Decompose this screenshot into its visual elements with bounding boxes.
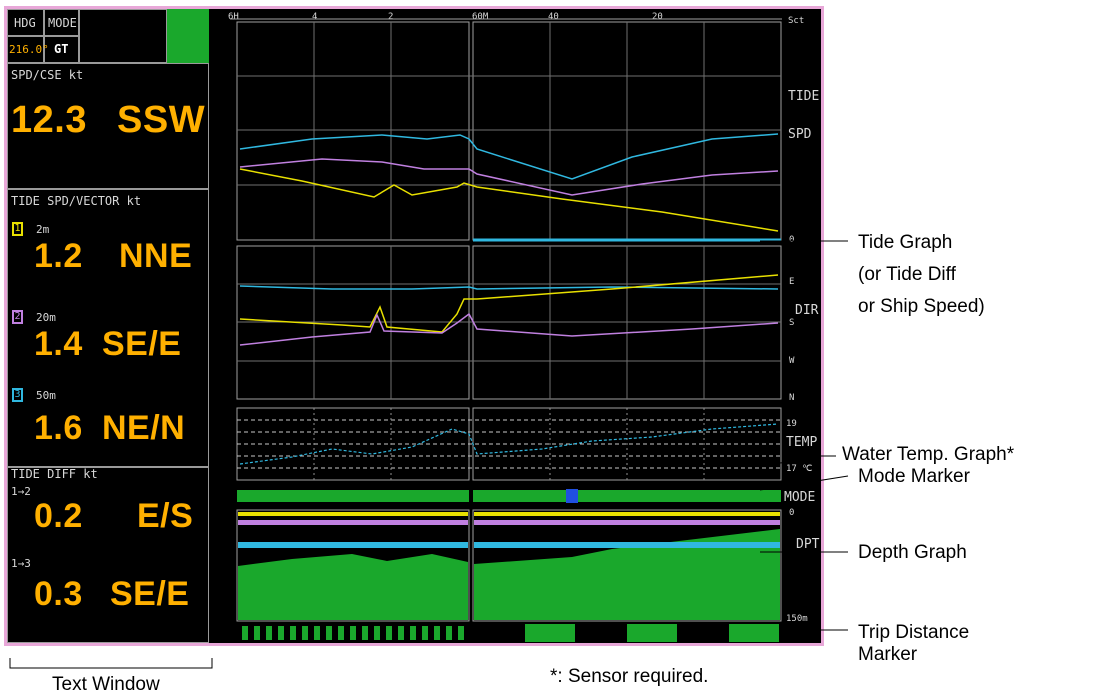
tide-direction-line-2 — [239, 312, 779, 346]
mode-cell — [44, 9, 79, 36]
depth-graph-fill-left — [238, 554, 468, 620]
layer-2-depth: 20m — [36, 311, 56, 324]
dir-s-label: S — [789, 318, 795, 328]
graph-area: 6H 4 2 60M 40 20 Sct — [212, 9, 821, 643]
tide-diff-label: TIDE DIFF kt — [11, 467, 98, 481]
diff-1-2-label: 1→2 — [11, 485, 31, 498]
mode-marker-bar — [237, 489, 781, 503]
dir-axis-label: DIR — [795, 303, 819, 318]
water-temp-callout: Water Temp. Graph* — [842, 444, 1015, 465]
layer-2-badge: 2 — [12, 310, 23, 324]
layer-1-depth: 2m — [36, 223, 50, 236]
mode-value: GT — [54, 42, 69, 56]
layer-3-direction: NE/N — [102, 409, 186, 447]
ship-speed-value: 12.3 — [11, 99, 87, 141]
top-tick-60m: 60M — [472, 12, 489, 22]
text-window-bracket — [9, 658, 213, 669]
tide-direction-panel — [236, 245, 782, 400]
mode-value-cell — [44, 36, 79, 63]
tide-label: TIDE SPD/VECTOR kt — [11, 194, 142, 208]
ship-course-value: SSW — [117, 99, 206, 141]
tide-speed-panel — [236, 21, 782, 242]
graph-svg — [230, 18, 782, 642]
diff-1-3-direction: SE/E — [110, 575, 190, 613]
layer-2-speed: 1.4 — [34, 325, 83, 363]
depth-graph-fill-right — [474, 529, 780, 620]
mode-axis-label: MODE — [784, 490, 816, 505]
tide-graph-callout-line-1: Tide Graph — [858, 232, 953, 253]
mode-marker-indicator — [566, 489, 578, 503]
trip-distance-callout-line-1: Trip Distance — [858, 622, 970, 643]
depth-panel — [236, 509, 782, 622]
diff-1-2-direction: E/S — [137, 497, 194, 535]
dpt-axis-label: DPT — [796, 537, 820, 552]
layer-2-direction: SE/E — [102, 325, 182, 363]
water-temp-panel — [236, 407, 782, 481]
depth-graph-callout: Depth Graph — [858, 542, 967, 563]
depth-layer-3-band — [238, 542, 468, 548]
layer-3-speed: 1.6 — [34, 409, 83, 447]
tide-direction-line-3 — [239, 285, 779, 290]
trip-distance-callout-line-2: Marker — [858, 644, 918, 665]
diff-1-2-speed: 0.2 — [34, 497, 83, 535]
hdg-value-cell — [7, 36, 44, 63]
trip-distance-marker — [242, 624, 779, 642]
top-tick-20: 20 — [652, 12, 663, 22]
depth-layer-2-band — [238, 520, 468, 525]
spd-cse-box — [7, 63, 209, 189]
layer-1-badge: 1 — [12, 222, 23, 236]
hdg-label: HDG — [14, 16, 36, 30]
top-tick-sct: Sct — [788, 16, 805, 26]
top-tick-2: 2 — [388, 12, 394, 22]
spd-zero-label: 0 — [789, 235, 795, 245]
dir-n-label: N — [789, 393, 795, 403]
tide-box — [7, 189, 209, 467]
tide-graph-callout: Tide Graph (or Tide Diff or Ship Speed) — [858, 232, 985, 318]
mode-label: MODE — [48, 16, 77, 30]
tide-graph-callout-line-2: (or Tide Diff — [858, 264, 956, 285]
diff-1-3-label: 1→3 — [11, 557, 31, 570]
tide-axis-label: TIDE — [788, 89, 820, 104]
tide-speed-line-3 — [239, 133, 779, 180]
footnote: *: Sensor required. — [550, 666, 709, 687]
diff-1-3-speed: 0.3 — [34, 575, 83, 613]
top-tick-6h: 6H — [228, 12, 239, 22]
status-cell — [79, 9, 167, 63]
top-tick-40: 40 — [548, 12, 559, 22]
dir-e-label: E — [789, 277, 795, 287]
tide-direction-line-1 — [239, 274, 779, 333]
hdg-cell — [7, 9, 44, 36]
water-temp-line — [239, 423, 779, 465]
layer-3-badge: 3 — [12, 388, 23, 402]
tide-diff-box — [7, 467, 209, 643]
dpt-zero-label: 0 — [789, 508, 795, 518]
spd-axis-label: SPD — [788, 127, 812, 142]
spd-cse-label: SPD/CSE kt — [11, 68, 84, 82]
temp-hi-label: 19 — [786, 419, 797, 429]
mode-marker-callout: Mode Marker — [858, 466, 970, 487]
temp-axis-label: TEMP — [786, 435, 818, 450]
text-window: HDG MODE 216.0° GT SPD/CSE kt 12.3 SSW T… — [7, 9, 212, 643]
hdg-value: 216.0° — [9, 43, 49, 56]
status-indicator — [167, 9, 209, 63]
trip-distance-callout: Trip Distance Marker — [858, 622, 969, 666]
dir-w-label: W — [789, 356, 795, 366]
display-screen-inner: HDG MODE 216.0° GT SPD/CSE kt 12.3 SSW T… — [7, 9, 821, 643]
layer-1-speed: 1.2 — [34, 237, 83, 275]
depth-layer-1-band — [238, 512, 468, 516]
layer-1-direction: NNE — [119, 237, 193, 275]
top-tick-4: 4 — [312, 12, 318, 22]
tide-speed-line-1 — [239, 168, 779, 232]
text-window-callout: Text Window — [52, 674, 160, 695]
tide-speed-line-2 — [239, 158, 779, 196]
layer-3-depth: 50m — [36, 389, 56, 402]
tide-graph-callout-line-3: or Ship Speed) — [858, 296, 985, 317]
display-screen: HDG MODE 216.0° GT SPD/CSE kt 12.3 SSW T… — [4, 6, 824, 646]
dpt-max-label: 150m — [786, 614, 808, 624]
temp-lo-label: 17 ℃ — [786, 464, 813, 474]
